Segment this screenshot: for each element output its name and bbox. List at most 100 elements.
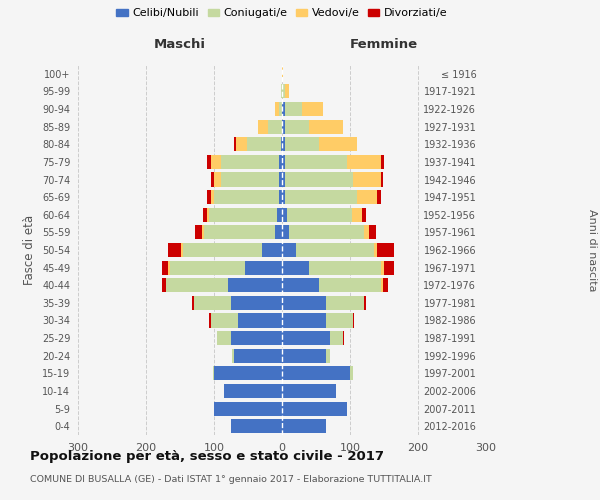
Bar [212,366,214,380]
Bar [287,208,352,222]
Bar [309,120,343,134]
Bar [227,278,282,292]
Bar [286,137,319,152]
Bar [211,314,238,328]
Bar [286,102,302,116]
Bar [286,155,347,169]
Bar [217,331,231,345]
Bar [380,260,384,274]
Bar [204,226,275,239]
Bar [275,226,282,239]
Bar [195,226,202,239]
Bar [282,155,286,169]
Bar [383,278,388,292]
Bar [329,331,343,345]
Bar [374,243,377,257]
Bar [377,243,394,257]
Bar [282,120,286,134]
Bar [209,208,277,222]
Bar [282,331,329,345]
Bar [286,84,289,98]
Bar [289,226,364,239]
Bar [231,419,282,433]
Bar [353,172,380,186]
Bar [282,348,326,363]
Bar [163,278,166,292]
Bar [207,155,211,169]
Bar [364,226,369,239]
Bar [169,260,170,274]
Bar [202,226,204,239]
Bar [364,296,367,310]
Bar [211,155,221,169]
Bar [209,314,211,328]
Bar [203,208,206,222]
Bar [184,243,262,257]
Bar [282,366,350,380]
Bar [362,208,365,222]
Bar [343,331,344,345]
Bar [352,208,362,222]
Bar [221,172,278,186]
Bar [282,384,337,398]
Bar [319,278,380,292]
Bar [224,384,282,398]
Bar [282,296,326,310]
Bar [236,137,247,152]
Bar [353,314,354,328]
Bar [245,260,282,274]
Bar [282,314,326,328]
Bar [181,243,184,257]
Bar [380,172,383,186]
Bar [235,137,236,152]
Bar [357,190,377,204]
Bar [278,190,282,204]
Bar [326,348,329,363]
Bar [282,243,296,257]
Bar [206,208,209,222]
Bar [194,296,231,310]
Bar [296,243,374,257]
Bar [282,102,286,116]
Bar [326,314,353,328]
Bar [282,402,347,415]
Bar [286,172,353,186]
Bar [380,278,383,292]
Bar [277,208,282,222]
Bar [278,155,282,169]
Bar [380,155,384,169]
Bar [282,190,286,204]
Bar [238,314,282,328]
Text: Anni di nascita: Anni di nascita [587,209,597,291]
Legend: Celibi/Nubili, Coniugati/e, Vedovi/e, Divorziati/e: Celibi/Nubili, Coniugati/e, Vedovi/e, Di… [112,4,452,23]
Bar [221,155,278,169]
Bar [282,278,319,292]
Bar [214,172,221,186]
Bar [211,190,214,204]
Bar [166,278,227,292]
Bar [214,366,282,380]
Bar [278,102,282,116]
Bar [309,260,380,274]
Bar [231,296,282,310]
Bar [214,402,282,415]
Bar [347,155,380,169]
Bar [286,120,309,134]
Text: Femmine: Femmine [350,38,418,51]
Bar [282,419,326,433]
Bar [282,260,309,274]
Bar [191,296,194,310]
Bar [247,137,281,152]
Bar [207,190,211,204]
Bar [214,190,278,204]
Y-axis label: Fasce di età: Fasce di età [23,215,37,285]
Text: COMUNE DI BUSALLA (GE) - Dati ISTAT 1° gennaio 2017 - Elaborazione TUTTITALIA.IT: COMUNE DI BUSALLA (GE) - Dati ISTAT 1° g… [30,475,432,484]
Bar [281,84,282,98]
Text: Maschi: Maschi [154,38,206,51]
Bar [161,260,169,274]
Bar [282,67,283,81]
Bar [319,137,357,152]
Bar [231,331,282,345]
Bar [211,172,214,186]
Bar [282,84,286,98]
